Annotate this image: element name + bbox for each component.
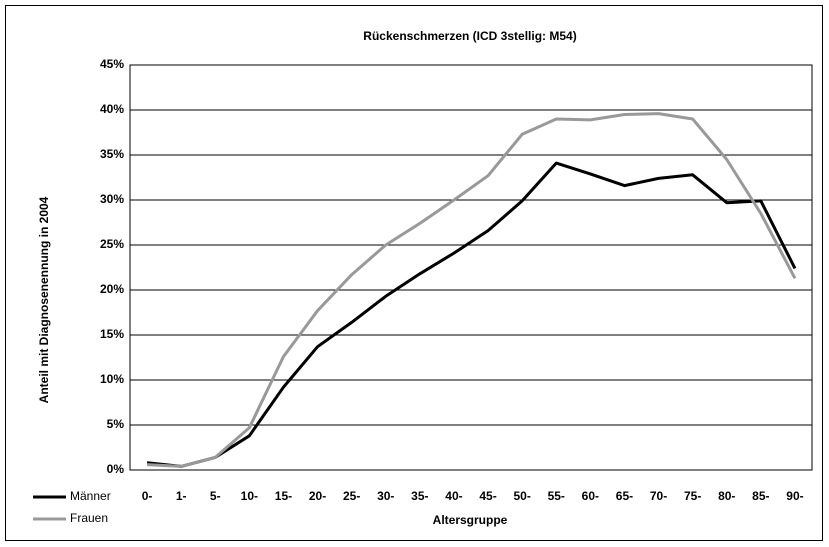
x-tick-label: 35- [411,489,428,503]
x-tick-label: 55- [548,489,565,503]
plot-border [129,64,813,471]
x-tick-label: 80- [718,489,735,503]
x-tick-label: 85- [752,489,769,503]
x-tick-label: 40- [445,489,462,503]
x-tick-label: 65- [616,489,633,503]
x-tick-label: 90- [786,489,803,503]
y-tick-label: 20% [100,282,124,296]
x-axis-label: Altersgruppe [433,513,508,527]
line-series [146,161,797,468]
y-axis-label: Anteil mit Diagnosenennung in 2004 [37,196,51,403]
x-tick-label: 0- [142,489,153,503]
x-tick-label: 10- [241,489,258,503]
chart-title: Rückenschmerzen (ICD 3stellig: M54) [363,29,576,43]
line-series [146,112,797,468]
x-tick-label: 70- [650,489,667,503]
x-tick-label: 50- [513,489,530,503]
legend-label: Männer [70,489,111,503]
x-tick-label: 25- [343,489,360,503]
y-tick-label: 5% [107,417,125,431]
chart-border [5,5,823,541]
legend-label: Frauen [70,511,108,525]
x-tick-label: 20- [309,489,326,503]
y-tick-label: 30% [100,192,124,206]
x-tick-label: 5- [210,489,221,503]
x-tick-label: 1- [176,489,187,503]
x-tick-label: 15- [275,489,292,503]
x-tick-label: 30- [377,489,394,503]
y-tick-label: 10% [100,372,124,386]
y-tick-label: 15% [100,327,124,341]
y-tick-label: 25% [100,237,124,251]
x-tick-label: 75- [684,489,701,503]
y-tick-label: 35% [100,147,124,161]
y-tick-label: 40% [100,102,124,116]
y-tick-label: 45% [100,57,124,71]
x-tick-label: 45- [479,489,496,503]
x-tick-label: 60- [582,489,599,503]
y-tick-label: 0% [107,462,125,476]
